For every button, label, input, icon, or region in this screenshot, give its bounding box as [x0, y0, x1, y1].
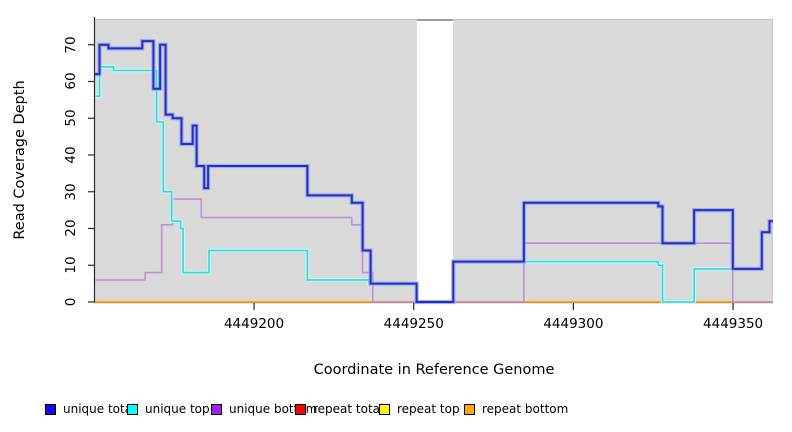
legend-label: repeat total — [313, 402, 384, 416]
legend-swatch-icon — [379, 403, 390, 415]
legend: unique total unique top unique bottom repea… — [0, 400, 792, 420]
legend-swatch-icon — [127, 403, 138, 415]
y-tick-label: 60 — [63, 72, 79, 91]
y-tick-label: 40 — [63, 146, 79, 164]
y-axis-title: Read Coverage Depth — [12, 80, 28, 240]
series-unique-bottom — [95, 198, 773, 303]
legend-label: unique top — [145, 402, 210, 416]
legend-label: repeat bottom — [482, 402, 569, 416]
legend-item-repeat-bottom: repeat bottom — [464, 400, 568, 418]
legend-item-repeat-top: repeat top — [379, 400, 460, 418]
series-unique-total — [95, 40, 773, 303]
y-tick-label: 10 — [63, 256, 79, 274]
legend-swatch-icon — [211, 403, 222, 415]
legend-swatch-icon — [295, 403, 306, 415]
y-tick-label: 70 — [63, 36, 79, 54]
x-tick-label: 4449200 — [223, 316, 285, 332]
legend-label: repeat top — [397, 402, 460, 416]
series-unique-top — [95, 66, 773, 303]
series-halo-unique-total — [95, 39, 773, 305]
legend-item-repeat-total: repeat total — [295, 400, 383, 418]
series-halo-unique-top — [95, 64, 773, 304]
y-tick-label: 0 — [63, 297, 79, 307]
x-tick-label: 4449300 — [543, 316, 604, 332]
x-axis-title: Coordinate in Reference Genome — [313, 362, 555, 378]
x-tick-label: 4449350 — [703, 316, 764, 332]
y-tick-label: 50 — [63, 109, 79, 127]
legend-item-unique-top: unique top — [127, 400, 210, 418]
y-tick-label: 30 — [63, 183, 79, 201]
legend-label: unique total — [63, 402, 136, 416]
legend-swatch-icon — [45, 403, 56, 415]
y-tick-label: 20 — [63, 219, 79, 238]
legend-item-unique-total: unique total — [45, 400, 135, 418]
x-tick-label: 4449250 — [383, 316, 444, 332]
legend-swatch-icon — [464, 403, 475, 415]
coverage-gap-band — [416, 19, 454, 302]
